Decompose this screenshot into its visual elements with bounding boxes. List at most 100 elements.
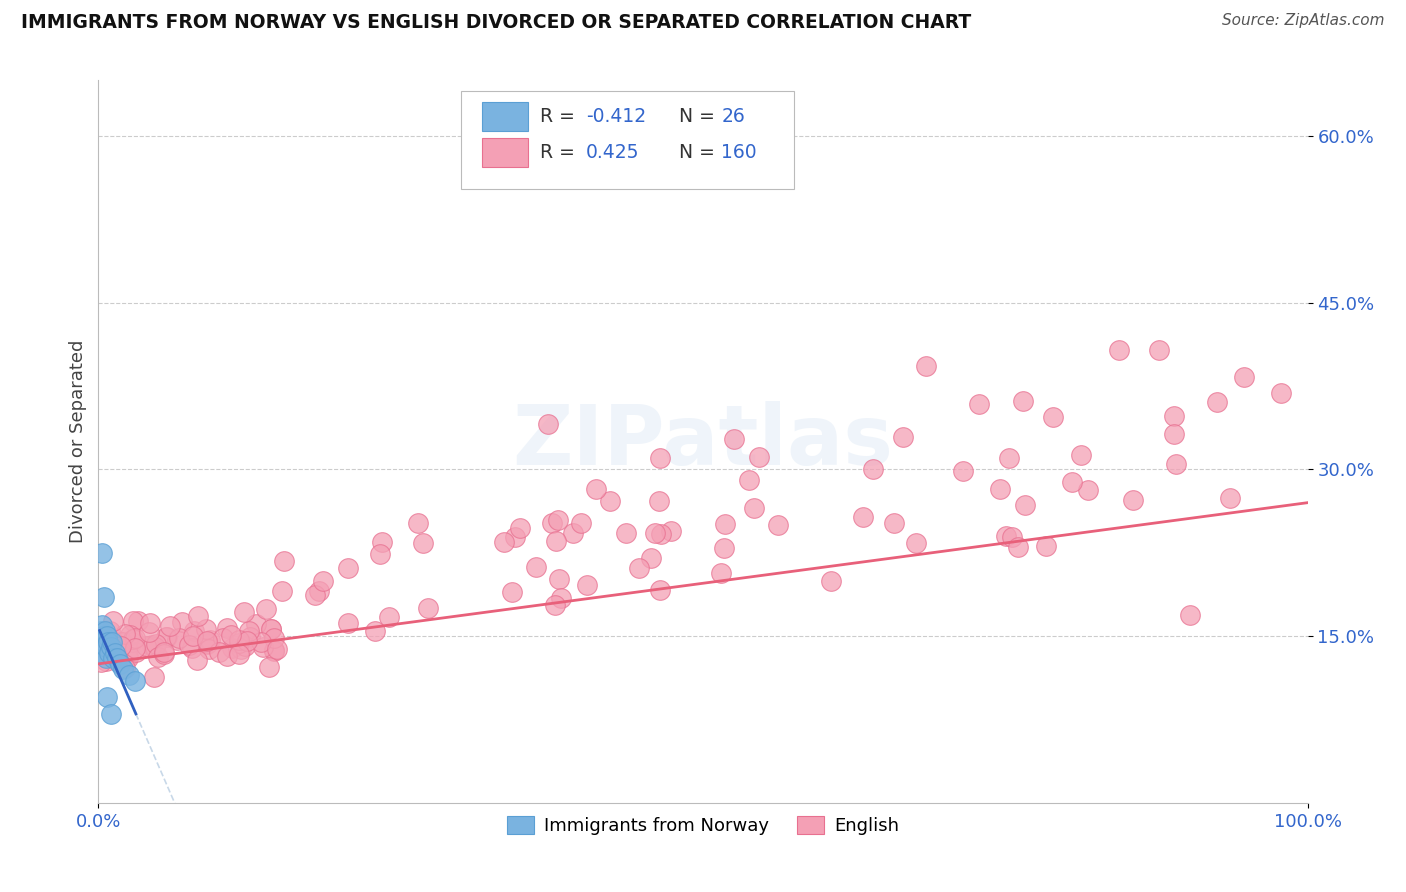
Point (89, 634, 111, 648)
Point (90, 624, 112, 638)
Point (1077, 483, 1099, 498)
Point (337, 616, 360, 631)
Point (569, 516, 592, 530)
Point (266, 642, 288, 657)
FancyBboxPatch shape (461, 91, 793, 189)
Point (1233, 370, 1256, 384)
Point (245, 616, 267, 631)
Point (1012, 394, 1035, 409)
Point (738, 473, 761, 487)
Point (648, 582, 671, 597)
Point (198, 641, 221, 656)
Point (114, 661, 136, 675)
Point (100, 706, 122, 721)
Point (820, 574, 842, 588)
Point (599, 494, 621, 508)
Point (228, 633, 250, 648)
Point (135, 639, 157, 653)
Point (271, 584, 294, 599)
Point (198, 633, 221, 648)
Point (308, 583, 330, 598)
Point (215, 648, 238, 663)
Point (197, 637, 219, 651)
Point (1205, 395, 1227, 409)
Point (127, 614, 149, 628)
Point (1180, 608, 1202, 623)
Point (259, 622, 281, 636)
Point (416, 600, 439, 615)
Point (526, 560, 548, 574)
Point (212, 631, 235, 645)
Point (1270, 385, 1292, 400)
Point (585, 482, 607, 496)
Legend: Immigrants from Norway, English: Immigrants from Norway, English (498, 807, 908, 845)
Point (1014, 498, 1036, 512)
Point (650, 527, 672, 541)
Y-axis label: Divorced or Separated: Divorced or Separated (69, 340, 87, 543)
Point (97, 630, 120, 644)
Text: R =: R = (540, 107, 581, 126)
Point (561, 526, 583, 541)
Point (195, 633, 218, 648)
Point (503, 530, 526, 544)
Point (252, 640, 274, 655)
Point (371, 535, 394, 549)
Point (153, 645, 176, 659)
Point (648, 494, 671, 508)
Point (1042, 410, 1064, 425)
Bar (482, 102, 527, 131)
Text: N =: N = (679, 143, 721, 162)
Point (143, 640, 166, 654)
Point (208, 645, 231, 659)
Point (1035, 540, 1057, 554)
Point (239, 630, 262, 644)
Point (914, 359, 936, 373)
Point (378, 610, 401, 624)
Point (138, 624, 160, 639)
Point (768, 518, 790, 533)
Point (143, 669, 166, 683)
Point (412, 535, 434, 549)
Point (537, 417, 560, 432)
Text: 0.425: 0.425 (586, 143, 640, 162)
Point (153, 647, 176, 661)
Point (177, 638, 200, 652)
Point (101, 651, 124, 665)
Point (263, 631, 285, 645)
Point (1001, 530, 1024, 544)
Point (233, 639, 256, 653)
Point (195, 623, 218, 637)
Point (250, 635, 273, 649)
Point (124, 641, 146, 656)
Point (862, 462, 884, 476)
Point (145, 637, 167, 651)
Point (93, 590, 115, 604)
Point (547, 513, 569, 527)
Point (238, 624, 260, 638)
Text: R =: R = (540, 143, 581, 162)
Point (228, 635, 250, 649)
Text: 26: 26 (721, 107, 745, 126)
Point (105, 654, 128, 668)
Point (1219, 491, 1241, 505)
Point (1007, 540, 1029, 554)
Point (221, 640, 243, 655)
Point (108, 657, 131, 671)
Point (548, 572, 571, 586)
Point (91, 629, 114, 643)
Point (710, 566, 733, 580)
Point (257, 660, 280, 674)
Point (148, 650, 170, 665)
Point (714, 517, 737, 532)
Point (110, 639, 132, 653)
Point (713, 541, 735, 555)
Text: 160: 160 (721, 143, 756, 162)
Point (122, 632, 145, 647)
Point (91, 630, 114, 644)
Point (883, 516, 905, 530)
Point (114, 627, 136, 641)
Point (91, 546, 114, 560)
Point (155, 630, 177, 644)
Point (254, 601, 277, 615)
Point (648, 450, 671, 465)
